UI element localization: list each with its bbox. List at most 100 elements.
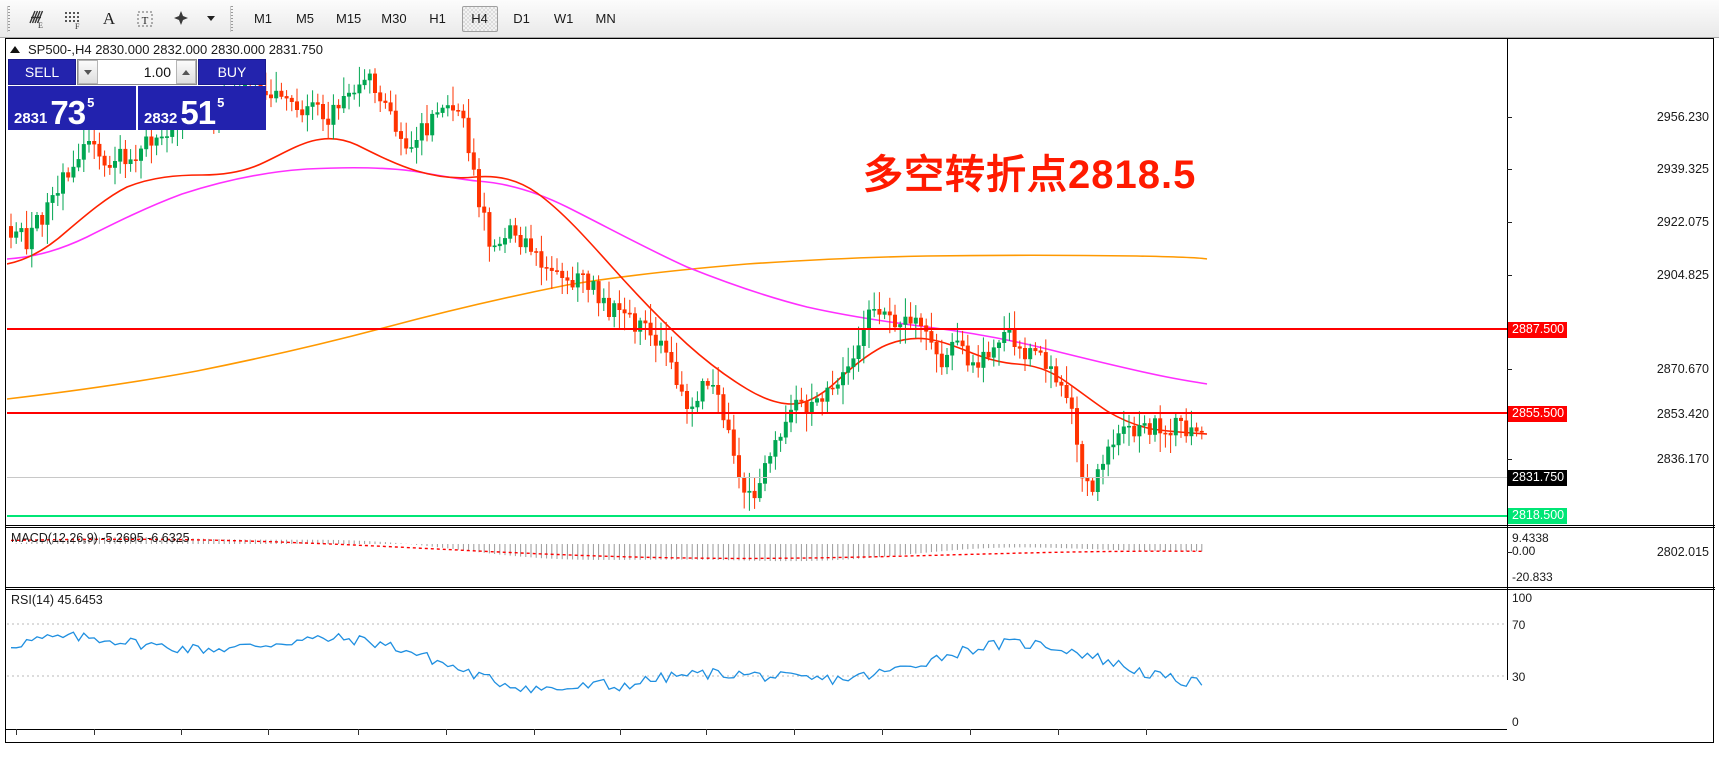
price-label-2853: 2853.420 [1656,407,1709,421]
objects-dropdown-icon[interactable] [200,2,222,36]
price-plot [7,63,1208,511]
price-tick [1507,459,1512,460]
price-label-2904: 2904.825 [1656,268,1709,282]
time-tick [268,729,269,735]
time-tick [794,729,795,735]
price-tick [1507,552,1512,553]
volume-input[interactable]: 1.00 [143,64,171,80]
text-label-icon[interactable]: T [128,2,162,36]
price-tick [1507,369,1512,370]
main-toolbar: E F A [0,0,1719,38]
time-tick [94,729,95,735]
svg-text:E: E [38,21,43,30]
volume-stepper[interactable]: 1.00 [77,59,197,85]
macd-scale-zero: 0.00 [1512,544,1536,558]
rsi-plot [7,623,1507,694]
symbol-quote-text: SP500-,H4 2830.000 2832.000 2830.000 283… [28,42,323,57]
timeframe-h4[interactable]: H4 [461,5,498,32]
time-tick [16,729,17,735]
time-tick [358,729,359,735]
timeframe-mn[interactable]: MN [595,11,616,26]
objects-icon[interactable] [164,2,198,36]
sell-button[interactable]: SELL [8,59,76,85]
macd-indicator-label: MACD(12,26,9) -5.2695 -6.6325 [11,531,190,545]
time-tick [970,729,971,735]
chevron-up-icon [182,69,190,75]
price-label-2870: 2870.670 [1656,362,1709,376]
price-tag-2887: 2887.500 [1508,322,1568,338]
level-line-2818[interactable] [7,515,1507,517]
timeframe-m5[interactable]: M5 [295,11,315,26]
price-label-2922: 2922.075 [1656,215,1709,229]
volume-increase-button[interactable] [176,60,196,84]
macd-pane-separator-top [6,525,1715,526]
price-tag-2855: 2855.500 [1508,406,1568,422]
ma-medium-line [7,166,1208,385]
chevron-down-icon [84,69,92,75]
price-tick [1507,275,1512,276]
macd-scale-max: 9.4338 [1512,531,1549,545]
buy-price-fraction: 5 [217,95,225,110]
price-label-2802: 2802.015 [1656,545,1709,559]
svg-text:T: T [142,15,149,27]
buy-button[interactable]: BUY [198,59,266,85]
macd-pane-separator-top2 [6,527,1715,528]
time-tick [1058,729,1059,735]
time-tick [181,729,182,735]
price-tick [1507,169,1512,170]
collapse-triangle-icon[interactable] [10,46,20,53]
time-axis[interactable]: 18 Apr 201923 Apr 12:0025 Apr 12:0029 Ap… [6,729,1715,743]
buy-price-integer: 2832 [144,110,178,127]
macd-plot [10,537,1203,562]
trade-panel-top-row: SELL 1.00 BUY [8,59,266,85]
time-axis-line [6,729,1507,730]
expert-advisors-icon[interactable]: E [20,2,54,36]
ma-slow-line [7,254,1208,400]
toolbar-grip-1[interactable] [7,5,14,32]
timeframe-w1[interactable]: W1 [553,11,574,26]
level-line-2855[interactable] [7,412,1507,414]
rsi-pane-separator-top [6,587,1715,588]
rsi-indicator-label: RSI(14) 45.6453 [11,593,103,607]
tools-group: E F A [19,0,223,37]
rsi-scale-0: 0 [1512,715,1519,729]
timeframe-m15[interactable]: M15 [336,11,362,26]
chart-area[interactable]: SP500-,H4 2830.000 2832.000 2830.000 283… [5,38,1715,743]
text-tool-icon[interactable]: A [102,8,116,28]
toolbar-grip-2[interactable] [230,5,237,32]
timeframe-d1[interactable]: D1 [513,11,530,26]
price-tag-2818: 2818.500 [1508,508,1568,524]
price-tag-last: 2831.750 [1508,470,1568,486]
sell-price-integer: 2831 [14,110,48,127]
timeframe-m1[interactable]: M1 [253,11,273,26]
rsi-pane-separator-top2 [6,589,1715,590]
macd-scale-min: -20.833 [1512,570,1553,584]
time-tick [620,729,621,735]
rsi-scale-30: 30 [1512,670,1526,684]
timeframe-m30[interactable]: M30 [381,11,407,26]
ma-fast-line [7,137,1208,435]
sell-price-button[interactable]: 2831 73 5 [8,86,136,130]
level-line-last-price [7,477,1507,478]
volume-decrease-button[interactable] [78,60,98,84]
symbol-quote-line: SP500-,H4 2830.000 2832.000 2830.000 283… [10,42,323,57]
chart-annotation-text[interactable]: 多空转折点2818.5 [863,153,1197,197]
price-scale-divider [1507,39,1508,680]
level-line-2887[interactable] [7,328,1507,330]
price-label-2956: 2956.230 [1656,110,1709,124]
time-tick [1146,729,1147,735]
indicators-icon[interactable]: F [56,2,90,36]
sell-price-main: 73 [50,94,86,131]
price-label-2939: 2939.325 [1656,162,1709,176]
svg-text:F: F [75,22,80,30]
sell-price-fraction: 5 [87,95,95,110]
timeframe-group: M1 M5 M15 M30 H1 H4 D1 W1 MN [242,0,627,37]
buy-price-button[interactable]: 2832 51 5 [138,86,266,130]
time-tick [706,729,707,735]
one-click-trading-panel[interactable]: SELL 1.00 BUY 2831 73 5 2832 51 5 [8,59,266,130]
rsi-scale-70: 70 [1512,618,1526,632]
rsi-scale-100: 100 [1512,591,1533,605]
timeframe-h1[interactable]: H1 [429,11,446,26]
price-tick [1507,222,1512,223]
time-tick [446,729,447,735]
